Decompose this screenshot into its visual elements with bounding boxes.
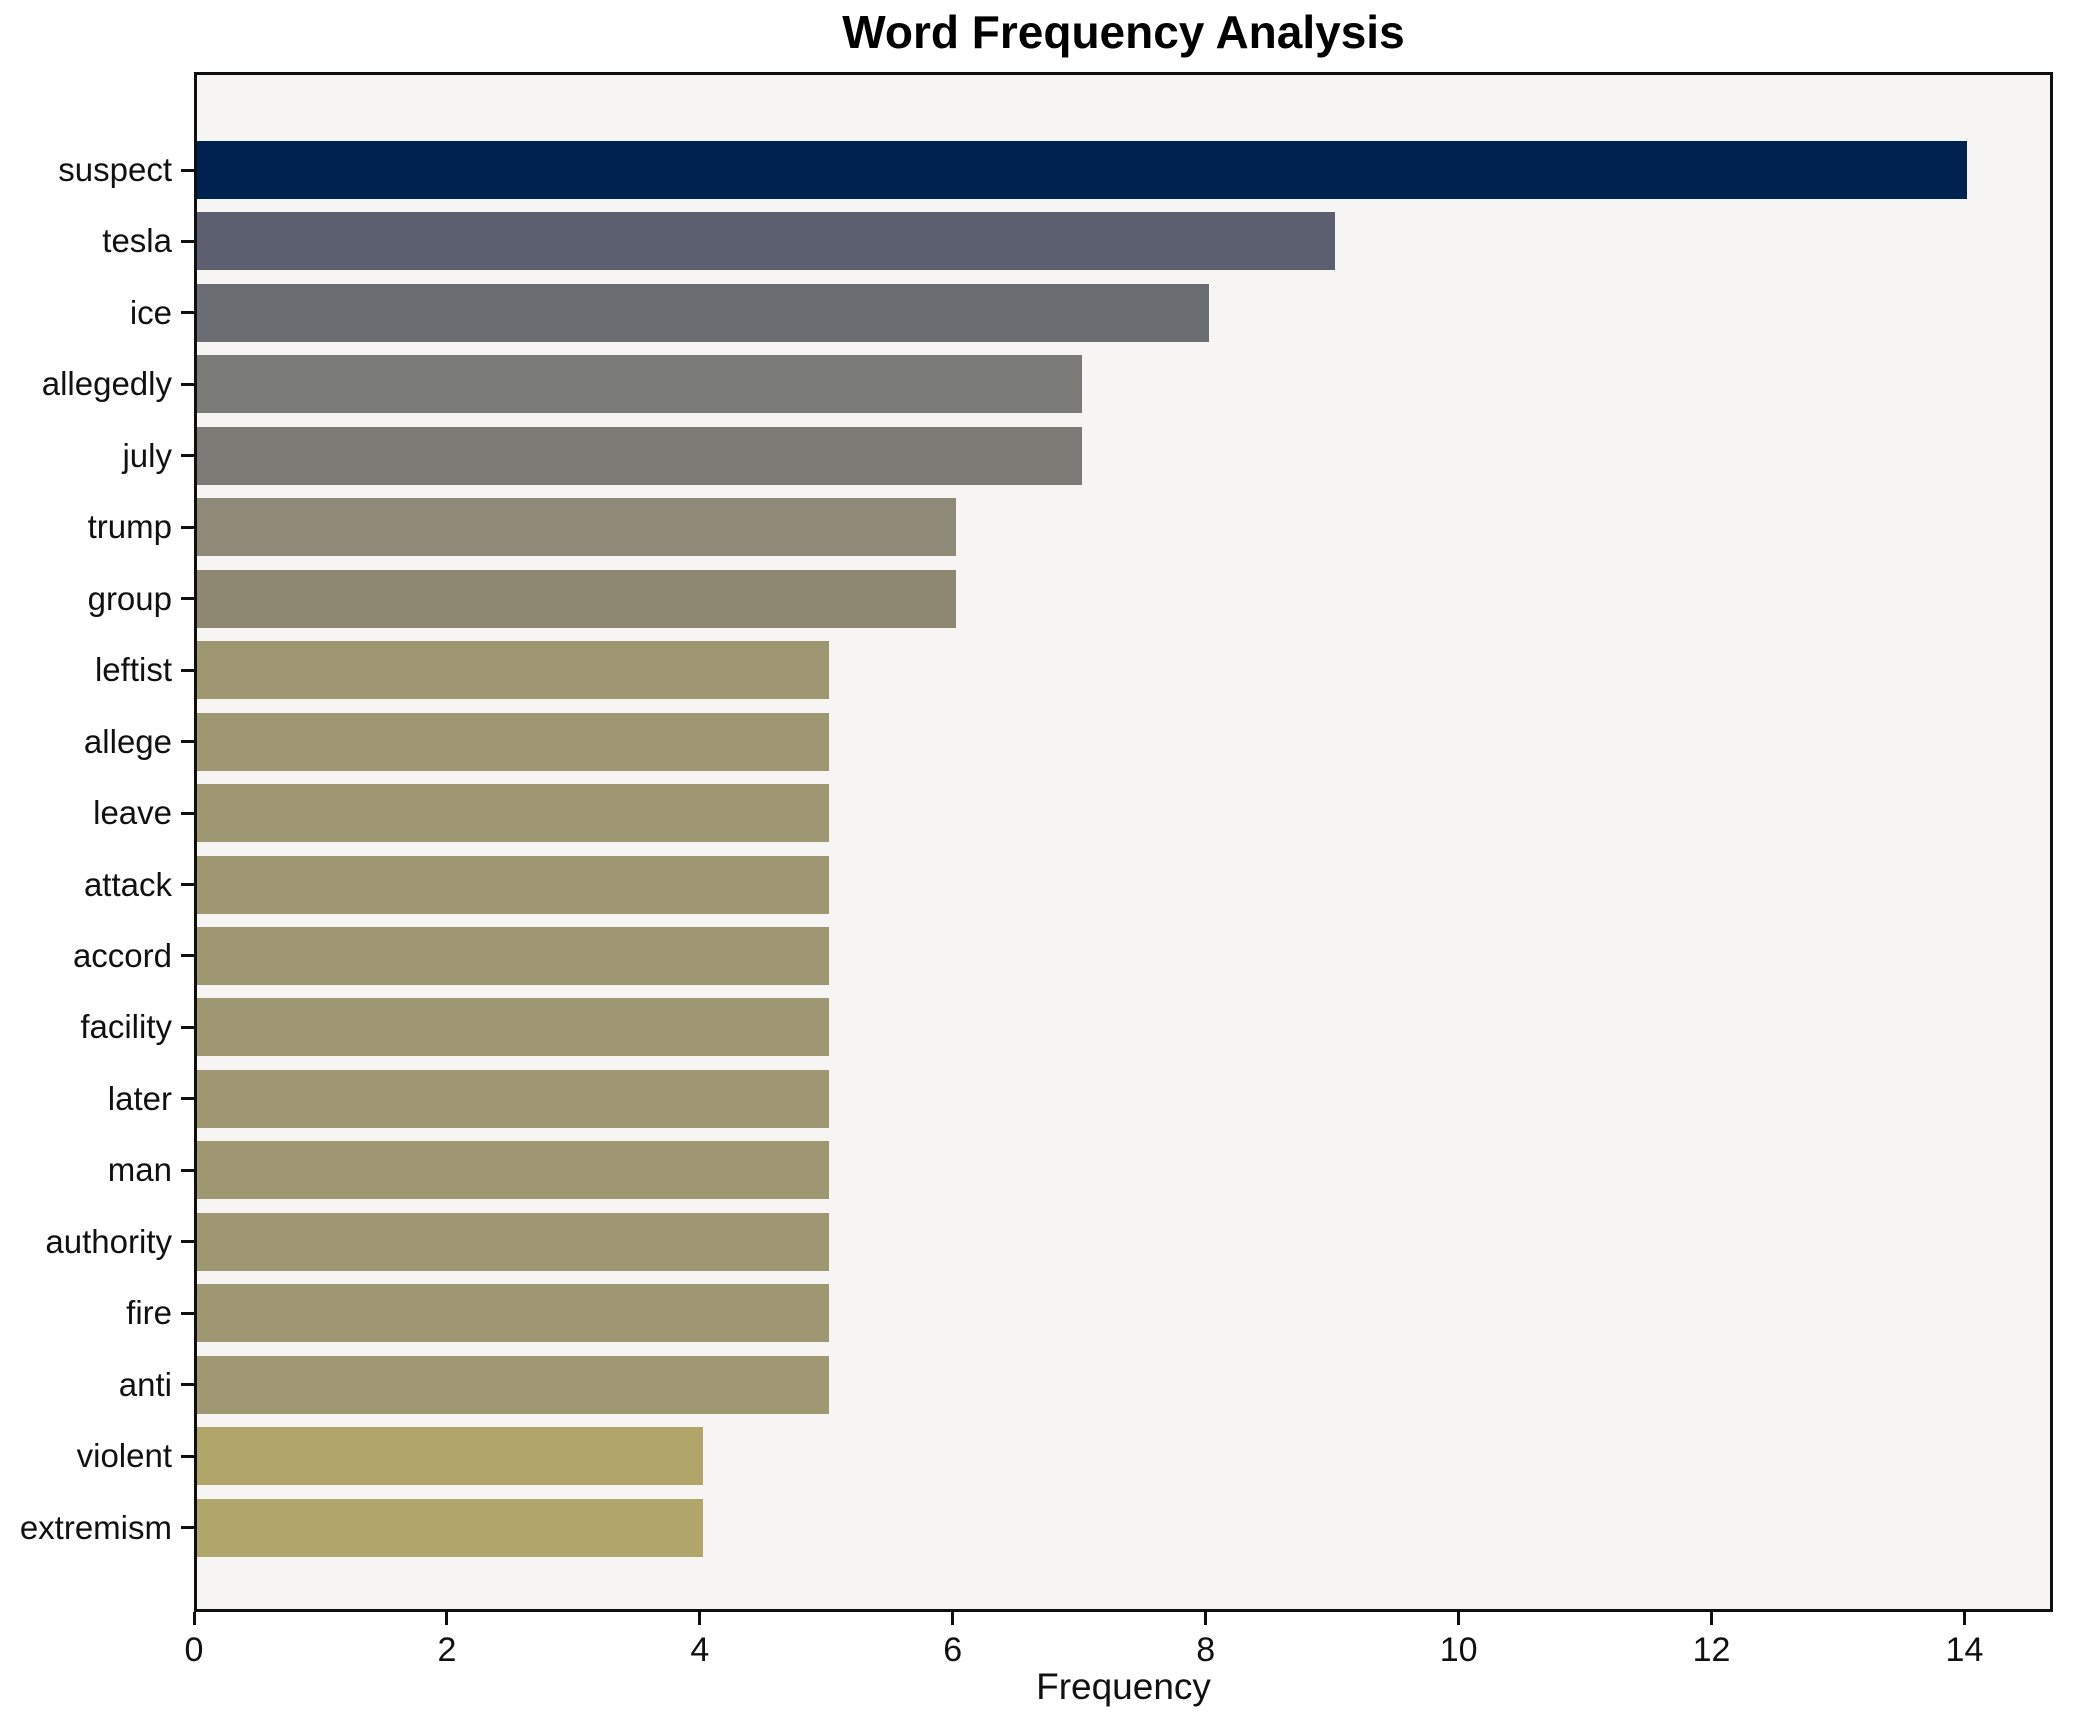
y-tick-label-anti: anti	[118, 1365, 172, 1403]
plot-area	[194, 72, 2053, 1612]
x-tick-mark-0	[192, 1612, 196, 1625]
bar-july	[197, 426, 1083, 485]
y-tick-mark-allegedly	[181, 382, 194, 386]
bar-leave	[197, 784, 830, 843]
x-tick-label-14: 14	[1945, 1631, 1984, 1669]
bar-facility	[197, 998, 830, 1057]
chart-title: Word Frequency Analysis	[842, 6, 1405, 58]
y-tick-label-allegedly: allegedly	[41, 365, 172, 403]
y-tick-label-group: group	[87, 579, 172, 617]
y-tick-label-leave: leave	[93, 794, 172, 832]
y-tick-mark-facility	[181, 1025, 194, 1029]
bar-extremism	[197, 1498, 703, 1557]
bar-later	[197, 1069, 830, 1128]
bar-man	[197, 1141, 830, 1200]
y-tick-mark-ice	[181, 311, 194, 315]
y-tick-label-leftist: leftist	[94, 651, 172, 689]
y-tick-mark-fire	[181, 1311, 194, 1315]
y-tick-mark-group	[181, 597, 194, 601]
x-tick-mark-6	[951, 1612, 955, 1625]
y-tick-label-tesla: tesla	[102, 222, 172, 260]
y-tick-label-allege: allege	[83, 722, 172, 760]
bar-ice	[197, 283, 1209, 342]
x-tick-label-10: 10	[1439, 1631, 1478, 1669]
bar-authority	[197, 1212, 830, 1271]
y-tick-label-suspect: suspect	[58, 151, 172, 188]
bar-leftist	[197, 641, 830, 700]
y-tick-label-july: july	[122, 436, 172, 474]
bar-attack	[197, 855, 830, 914]
bar-allege	[197, 712, 830, 771]
bar-fire	[197, 1284, 830, 1343]
x-tick-mark-2	[445, 1612, 449, 1625]
y-tick-mark-trump	[181, 525, 194, 529]
bar-allegedly	[197, 355, 1083, 414]
x-tick-mark-8	[1204, 1612, 1208, 1625]
y-tick-label-fire: fire	[126, 1294, 172, 1332]
y-tick-label-facility: facility	[80, 1008, 172, 1046]
bar-violent	[197, 1427, 703, 1486]
y-tick-label-trump: trump	[87, 508, 172, 546]
bar-accord	[197, 926, 830, 985]
y-tick-mark-tesla	[181, 239, 194, 243]
bar-tesla	[197, 212, 1336, 271]
y-tick-label-ice: ice	[129, 293, 172, 331]
y-tick-mark-extremism	[181, 1526, 194, 1530]
x-tick-label-12: 12	[1692, 1631, 1731, 1669]
y-tick-mark-leftist	[181, 668, 194, 672]
x-tick-label-0: 0	[184, 1631, 204, 1669]
y-tick-mark-july	[181, 454, 194, 458]
y-tick-mark-authority	[181, 1240, 194, 1244]
y-tick-label-attack: attack	[83, 865, 172, 903]
y-tick-mark-violent	[181, 1454, 194, 1458]
y-tick-label-man: man	[107, 1151, 172, 1189]
y-tick-mark-suspect	[181, 168, 194, 172]
bar-suspect	[197, 141, 1968, 199]
y-tick-label-later: later	[107, 1079, 172, 1117]
y-tick-mark-later	[181, 1097, 194, 1101]
x-axis-title: Frequency	[1036, 1666, 1211, 1707]
x-tick-label-2: 2	[437, 1631, 457, 1669]
x-tick-label-6: 6	[943, 1631, 963, 1669]
y-tick-mark-accord	[181, 954, 194, 958]
y-tick-label-accord: accord	[72, 936, 172, 974]
x-tick-mark-4	[698, 1612, 702, 1625]
y-tick-label-violent: violent	[76, 1437, 172, 1475]
x-tick-mark-12	[1710, 1612, 1714, 1625]
x-tick-mark-10	[1457, 1612, 1461, 1625]
y-tick-mark-leave	[181, 811, 194, 815]
y-tick-mark-man	[181, 1168, 194, 1172]
y-tick-mark-anti	[181, 1383, 194, 1387]
bar-trump	[197, 498, 956, 557]
x-tick-label-4: 4	[690, 1631, 710, 1669]
y-tick-mark-attack	[181, 883, 194, 886]
x-tick-mark-14	[1962, 1612, 1966, 1625]
bar-group	[197, 569, 956, 628]
bar-anti	[197, 1355, 830, 1414]
x-tick-label-8: 8	[1196, 1631, 1216, 1669]
y-tick-mark-allege	[181, 740, 194, 744]
y-tick-label-authority: authority	[45, 1222, 172, 1260]
y-tick-label-extremism: extremism	[19, 1508, 172, 1546]
